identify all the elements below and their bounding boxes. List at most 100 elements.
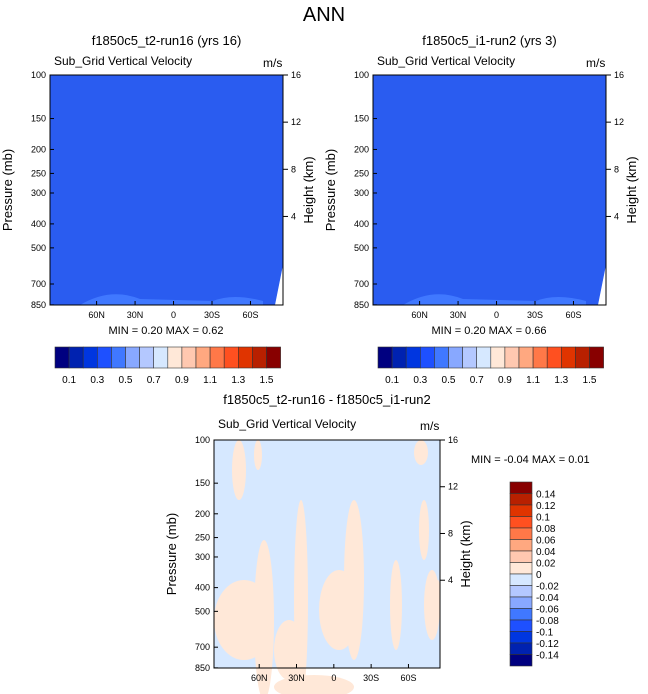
y-tick-label: 400 bbox=[31, 219, 46, 229]
colorbar-box bbox=[125, 346, 140, 369]
field-contour bbox=[80, 294, 263, 305]
colorbar-label: -0.06 bbox=[536, 605, 559, 616]
colorbar-label: 0.7 bbox=[147, 375, 161, 386]
colorbar-box bbox=[419, 346, 435, 369]
y-tick-label: 850 bbox=[354, 300, 369, 310]
colorbar-box bbox=[209, 346, 225, 369]
y-tick-label: 150 bbox=[354, 114, 369, 124]
colorbar-label: 1.1 bbox=[203, 375, 217, 386]
colorbar-label: 0.5 bbox=[119, 375, 133, 386]
colorbar-box bbox=[509, 631, 533, 644]
colorbar-box bbox=[509, 619, 533, 632]
colorbar-label: -0.1 bbox=[536, 628, 554, 639]
x-tick-label: 0 bbox=[331, 673, 336, 683]
x-tick-label: 0 bbox=[171, 310, 176, 320]
y-tick-label: 400 bbox=[354, 219, 369, 229]
y-tick-label: 200 bbox=[354, 144, 369, 154]
colorbar-box bbox=[490, 346, 506, 369]
colorbar-box bbox=[575, 346, 590, 369]
colorbar-label: 1.5 bbox=[583, 375, 597, 386]
y-right-tick-label: 12 bbox=[291, 117, 301, 127]
y-right-tick-label: 4 bbox=[291, 211, 296, 221]
colorbar-box bbox=[509, 550, 533, 563]
field-missing bbox=[275, 265, 283, 305]
colorbar-label: 0.12 bbox=[536, 501, 556, 512]
y-tick-label: 200 bbox=[195, 509, 210, 519]
colorbar-box bbox=[153, 346, 169, 369]
colorbar-box bbox=[111, 346, 126, 369]
colorbar-label: -0.04 bbox=[536, 593, 559, 604]
positive-anomaly-region bbox=[274, 675, 354, 694]
y-right-axis-label: Height (km) bbox=[301, 156, 316, 223]
y-tick-label: 250 bbox=[354, 168, 369, 178]
colorbar-label: 0.08 bbox=[536, 524, 556, 535]
x-tick-label: 60N bbox=[88, 310, 105, 320]
y-tick-label: 850 bbox=[31, 300, 46, 310]
units-label: m/s bbox=[263, 56, 282, 70]
x-tick-label: 0 bbox=[494, 310, 499, 320]
colorbar-box bbox=[546, 346, 562, 369]
positive-anomaly-region bbox=[419, 500, 429, 560]
y-tick-label: 150 bbox=[31, 114, 46, 124]
positive-anomaly-region bbox=[414, 440, 428, 465]
colorbar-box bbox=[518, 346, 534, 369]
x-tick-label: 60S bbox=[242, 310, 258, 320]
y-tick-label: 700 bbox=[354, 279, 369, 289]
colorbar-box bbox=[54, 346, 70, 369]
plot-subtitle: Sub_Grid Vertical Velocity bbox=[54, 54, 192, 68]
x-tick-label: 60N bbox=[411, 310, 428, 320]
positive-anomaly-region bbox=[390, 560, 402, 650]
y-tick-label: 100 bbox=[195, 435, 210, 445]
x-tick-label: 30N bbox=[288, 673, 305, 683]
colorbar-box bbox=[509, 539, 533, 552]
colorbar-label: 0.9 bbox=[175, 375, 189, 386]
colorbar-box bbox=[68, 346, 84, 369]
colorbar-label: 0.06 bbox=[536, 536, 556, 547]
colorbar-label: 0.1 bbox=[536, 513, 550, 524]
plot-subtitle: Sub_Grid Vertical Velocity bbox=[377, 54, 515, 68]
y-right-tick-label: 8 bbox=[614, 164, 619, 174]
y-tick-label: 100 bbox=[354, 70, 369, 80]
y-tick-label: 700 bbox=[31, 279, 46, 289]
colorbar-box bbox=[509, 585, 533, 598]
colorbar-box bbox=[509, 527, 533, 540]
y-right-tick-label: 16 bbox=[448, 435, 458, 445]
x-tick-label: 60S bbox=[565, 310, 581, 320]
colorbar-box bbox=[476, 346, 492, 369]
colorbar-box bbox=[266, 346, 281, 369]
x-tick-label: 60N bbox=[251, 673, 268, 683]
y-right-tick-label: 4 bbox=[448, 575, 453, 585]
colorbar-box bbox=[509, 562, 533, 575]
y-tick-label: 300 bbox=[31, 188, 46, 198]
plot-title: f1850c5_i1-run2 (yrs 3) bbox=[422, 33, 556, 48]
y-right-axis-label: Height (km) bbox=[624, 156, 639, 223]
y-tick-label: 150 bbox=[195, 478, 210, 488]
y-axis-label: Pressure (mb) bbox=[0, 149, 15, 231]
units-label: m/s bbox=[586, 56, 605, 70]
colorbar-box bbox=[509, 642, 533, 655]
y-right-tick-label: 12 bbox=[448, 482, 458, 492]
colorbar-box bbox=[532, 346, 548, 369]
colorbar-box bbox=[97, 346, 112, 369]
y-right-tick-label: 8 bbox=[448, 528, 453, 538]
y-tick-label: 700 bbox=[195, 642, 210, 652]
colorbar-label: 0 bbox=[536, 570, 542, 581]
y-right-tick-label: 4 bbox=[614, 211, 619, 221]
colorbar-box bbox=[377, 346, 393, 369]
plot-frame bbox=[213, 439, 441, 669]
y-right-tick-label: 8 bbox=[291, 164, 296, 174]
colorbar-label: 0.1 bbox=[62, 375, 76, 386]
positive-anomaly-region bbox=[436, 580, 440, 600]
colorbar-label: 0.14 bbox=[536, 490, 556, 501]
x-tick-label: 30S bbox=[363, 673, 379, 683]
colorbar-box bbox=[181, 346, 197, 369]
stats-label: MIN = 0.20 MAX = 0.66 bbox=[432, 325, 547, 337]
y-axis-label: Pressure (mb) bbox=[164, 513, 179, 595]
colorbar-label: 1.3 bbox=[231, 375, 245, 386]
colorbar-box bbox=[504, 346, 520, 369]
plot-frame bbox=[372, 74, 607, 306]
colorbar-box bbox=[509, 573, 533, 586]
units-label: m/s bbox=[420, 419, 439, 433]
plot-frame bbox=[49, 74, 284, 306]
